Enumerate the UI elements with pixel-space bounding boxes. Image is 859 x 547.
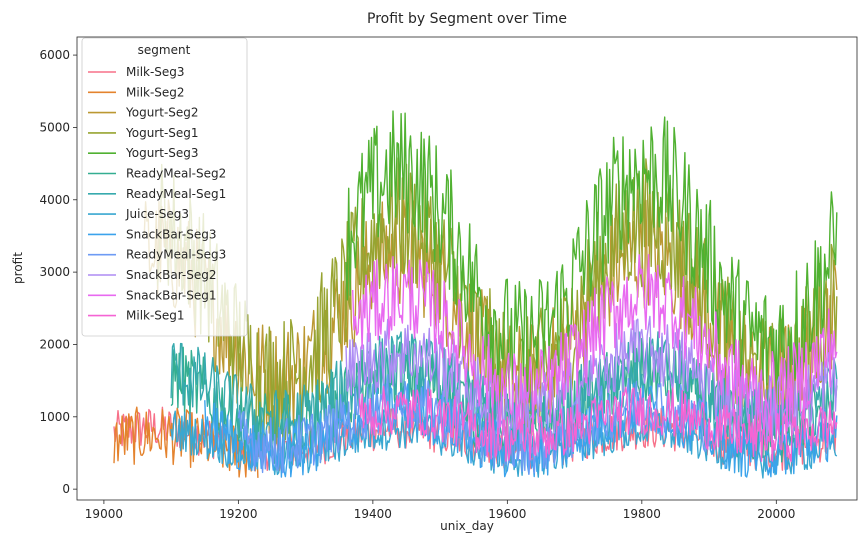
y-tick-label: 1000 [39, 410, 70, 424]
legend-entry: SnackBar-Seg3 [126, 227, 216, 241]
legend-entry: ReadyMeal-Seg2 [126, 167, 226, 181]
legend-entry: Yogurt-Seg3 [125, 146, 199, 160]
x-tick-label: 19800 [623, 507, 661, 521]
legend-entry: ReadyMeal-Seg3 [126, 248, 226, 262]
x-tick-label: 20000 [757, 507, 795, 521]
series-line-milk-seg1 [358, 385, 838, 463]
legend-entry: SnackBar-Seg2 [126, 268, 216, 282]
y-tick-label: 4000 [39, 193, 70, 207]
chart-title: Profit by Segment over Time [367, 11, 567, 27]
y-tick-label: 2000 [39, 337, 70, 351]
legend-entry: ReadyMeal-Seg1 [126, 187, 226, 201]
y-tick-label: 3000 [39, 265, 70, 279]
y-tick-label: 5000 [39, 120, 70, 134]
x-tick-label: 19200 [219, 507, 257, 521]
y-tick-label: 0 [62, 482, 70, 496]
legend-box [81, 37, 248, 337]
y-axis-label: profit [11, 252, 25, 284]
legend-title: segment [138, 43, 191, 57]
x-tick-label: 19000 [85, 507, 123, 521]
x-tick-label: 19600 [488, 507, 526, 521]
legend-entry: Milk-Seg3 [126, 65, 185, 79]
legend: segment Milk-Seg3 Milk-Seg2 Yogurt-Seg2 Yog… [81, 37, 248, 337]
legend-entry: Yogurt-Seg2 [125, 106, 199, 120]
plot-frame [76, 36, 858, 501]
y-tick-label: 6000 [39, 48, 70, 62]
x-axis-label: unix_day [440, 519, 494, 533]
legend-entry: Yogurt-Seg1 [125, 126, 199, 140]
legend-entry: Juice-Seg3 [125, 207, 189, 221]
x-tick-label: 19400 [354, 507, 392, 521]
legend-entry: Milk-Seg2 [126, 85, 185, 99]
series-line-yogurt-seg3 [345, 110, 838, 408]
series-line-snackbar-seg1 [352, 253, 838, 437]
legend-entry: SnackBar-Seg1 [126, 288, 216, 302]
legend-entry: Milk-Seg1 [126, 309, 185, 323]
